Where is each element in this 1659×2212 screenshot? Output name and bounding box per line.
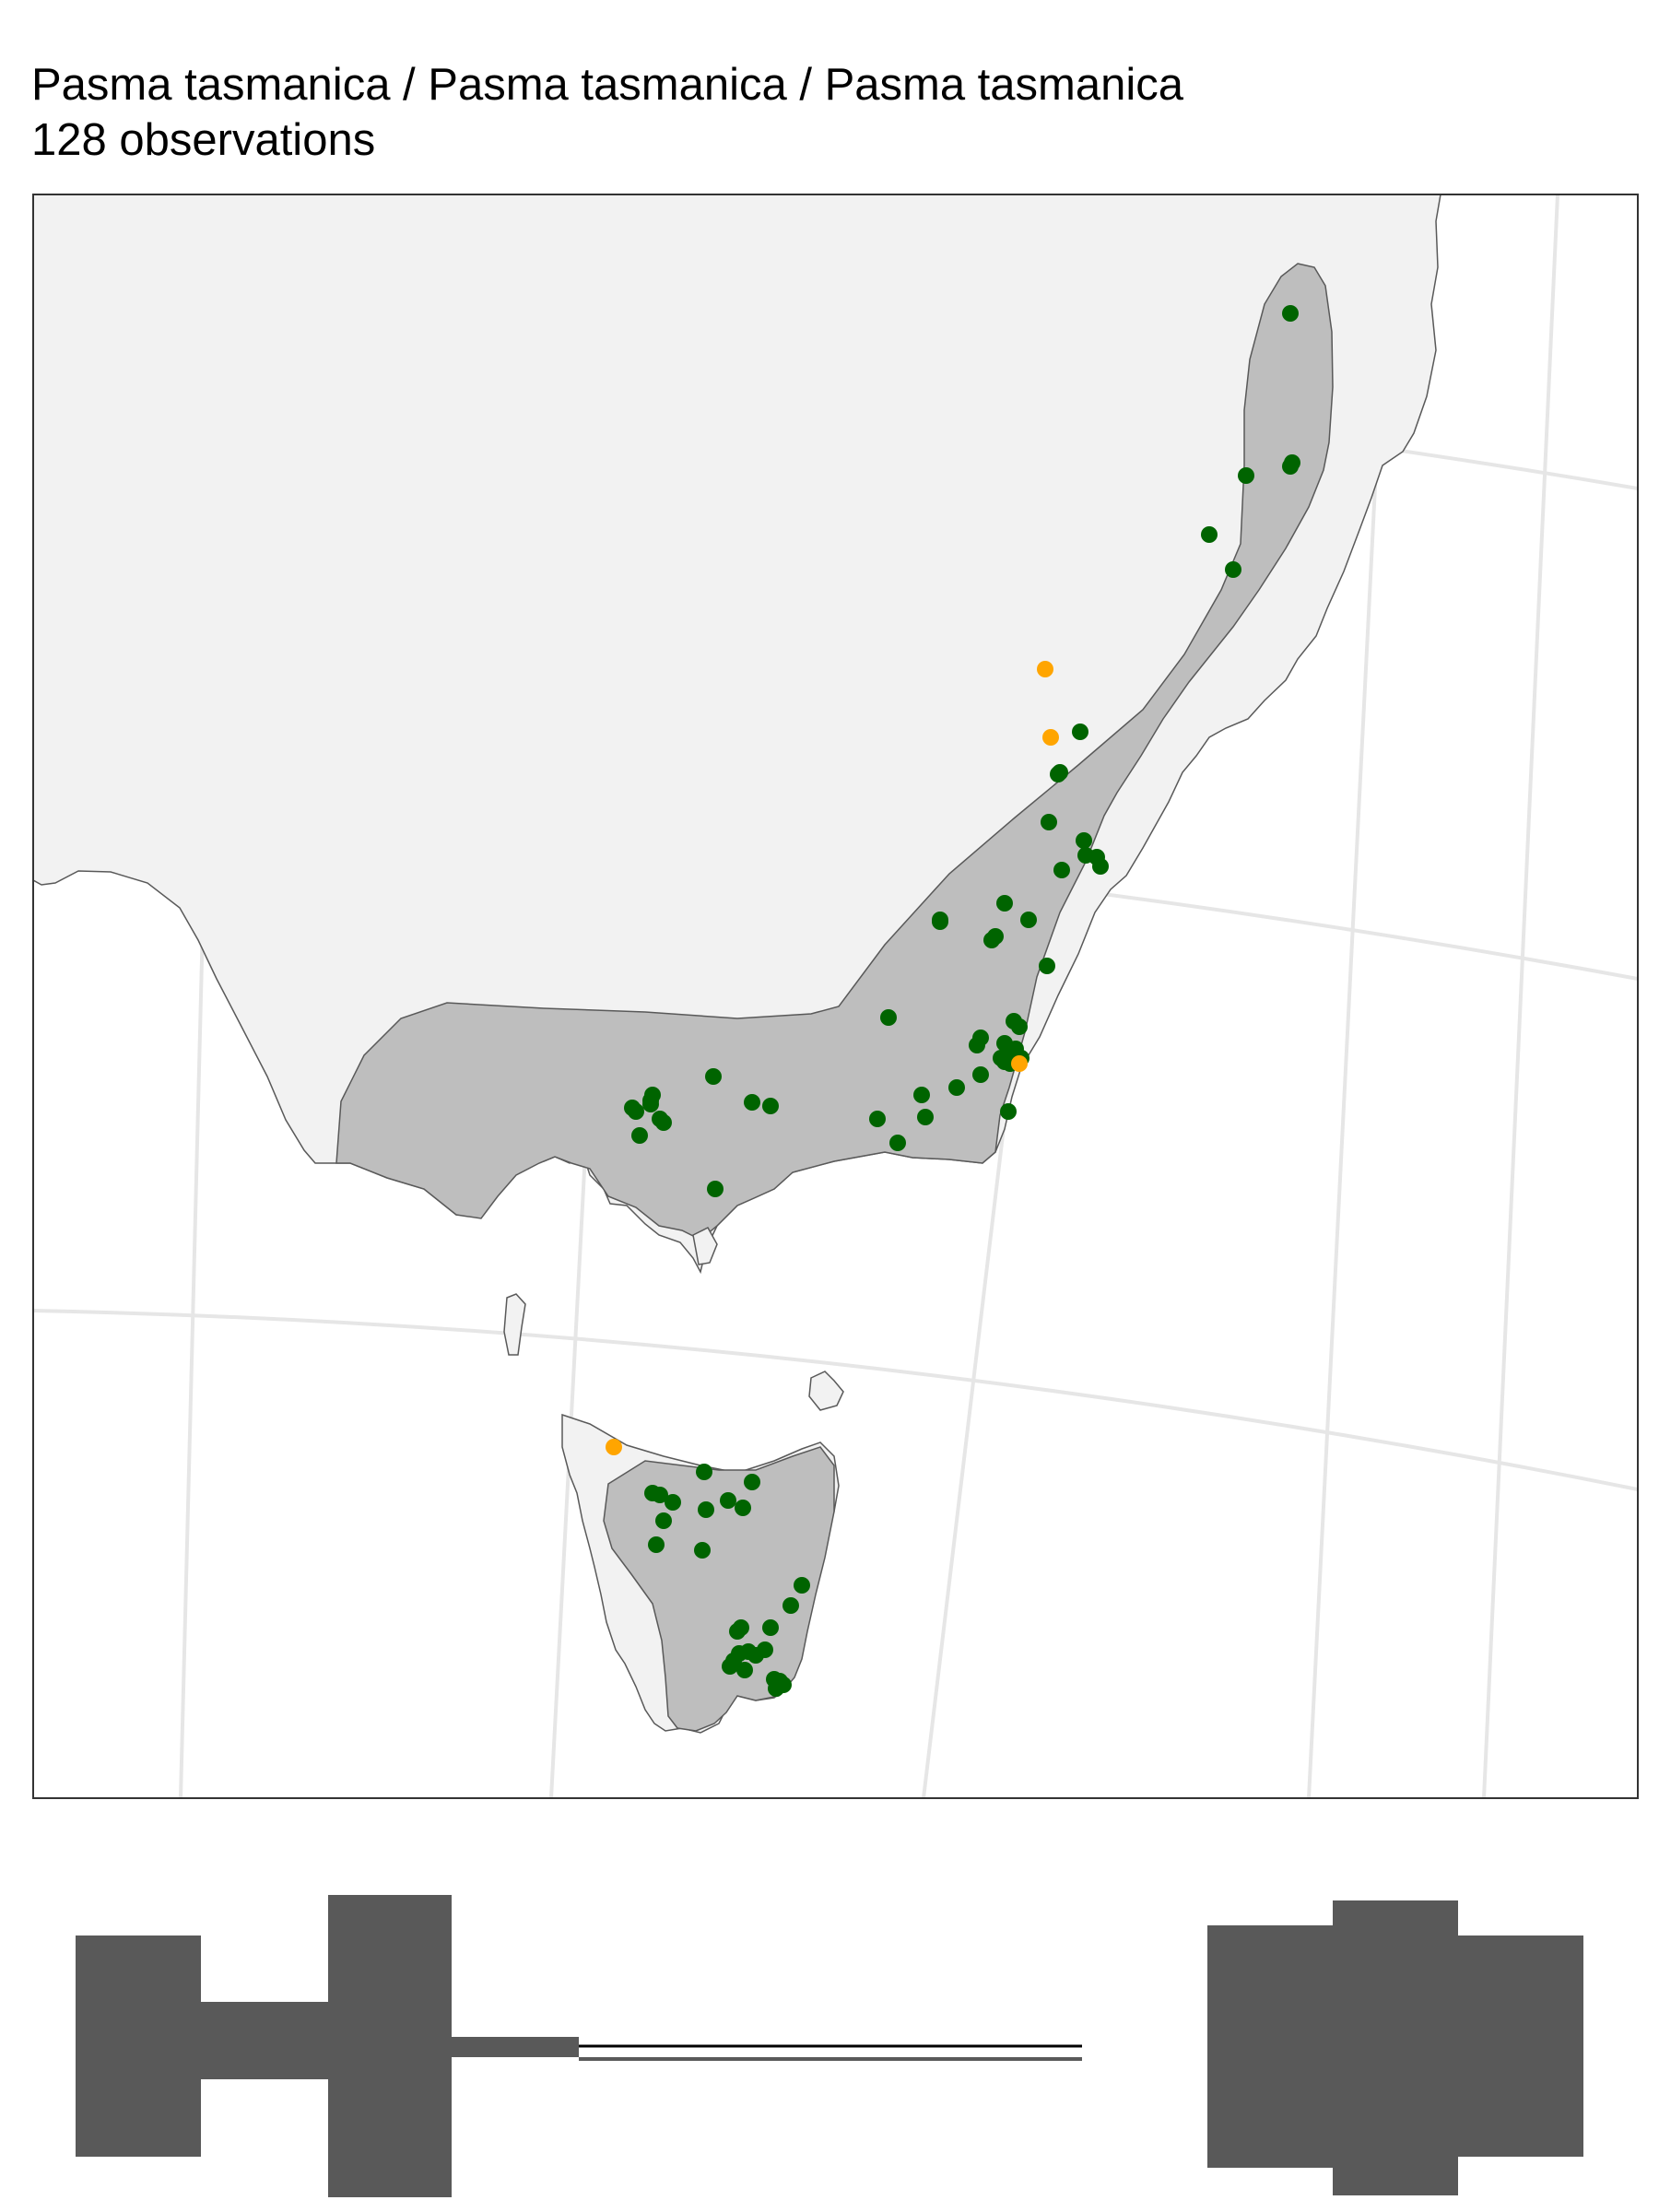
observation-point [744, 1474, 760, 1490]
observation-point [972, 1066, 989, 1083]
observation-point [932, 913, 948, 930]
observation-point [1011, 1018, 1028, 1035]
observation-point [606, 1439, 622, 1455]
observation-point [696, 1464, 712, 1480]
graticule-line [1482, 194, 1559, 1798]
observation-point [782, 1597, 799, 1614]
observation-point [1072, 724, 1088, 740]
title-block: Pasma tasmanica / Pasma tasmanica / Pasm… [31, 57, 1183, 168]
observation-point [987, 928, 1004, 945]
observation-point [1225, 561, 1241, 578]
observation-point [1282, 305, 1299, 322]
observation-histogram [76, 1895, 1583, 2197]
observation-point [1037, 661, 1053, 677]
observation-point [948, 1079, 965, 1096]
observation-point [969, 1037, 985, 1053]
observation-point [1284, 454, 1300, 471]
histogram-silhouette [76, 1895, 1583, 2197]
map-panel-content [33, 194, 1638, 1798]
observation-point [1011, 1055, 1028, 1072]
observations-out-of-range [606, 661, 1059, 1455]
observation-point [775, 1677, 792, 1693]
graticule-line [33, 1309, 1638, 1491]
map-title: Pasma tasmanica / Pasma tasmanica / Pasm… [31, 60, 1184, 110]
observation-point [1039, 958, 1055, 974]
observation-point [1020, 912, 1037, 928]
observation-point [744, 1094, 760, 1111]
observation-point [665, 1494, 681, 1511]
observation-point [917, 1109, 934, 1125]
observation-point [648, 1536, 665, 1553]
observation-point [794, 1577, 810, 1594]
observation-point [1053, 862, 1070, 878]
observation-point [1042, 729, 1059, 746]
observation-point [628, 1103, 644, 1120]
observation-point [722, 1658, 738, 1675]
observation-point [913, 1087, 930, 1103]
observation-point [1076, 832, 1092, 849]
observation-point [762, 1098, 779, 1114]
observation-point [729, 1623, 746, 1640]
observation-point [652, 1487, 668, 1503]
observation-point [735, 1500, 751, 1516]
observation-point [707, 1181, 724, 1197]
observation-point [1041, 814, 1057, 830]
observation-point [762, 1619, 779, 1636]
observation-point [631, 1127, 648, 1144]
observation-point [869, 1111, 886, 1127]
observation-point [655, 1114, 672, 1131]
observation-point [736, 1662, 753, 1678]
observation-point [1238, 467, 1254, 484]
observation-point [1092, 858, 1109, 875]
observation-point [698, 1501, 714, 1518]
observation-point [655, 1512, 672, 1529]
observation-point [747, 1647, 764, 1664]
observation-point [889, 1135, 906, 1151]
island [503, 1293, 526, 1356]
map-subtitle: 128 observations [31, 115, 376, 165]
observation-point [996, 895, 1013, 912]
observation-point [720, 1492, 736, 1509]
observation-point [1201, 526, 1218, 543]
observation-point [642, 1096, 659, 1112]
observations-in-range [624, 305, 1300, 1697]
species-range-mainland [335, 263, 1334, 1241]
observation-point [705, 1068, 722, 1085]
island [692, 1227, 718, 1265]
observation-point [694, 1542, 711, 1559]
observation-point [880, 1009, 897, 1026]
island [808, 1371, 844, 1411]
map-panel-border [32, 194, 1639, 1799]
observation-point [1000, 1103, 1017, 1120]
observation-point [1050, 766, 1066, 782]
